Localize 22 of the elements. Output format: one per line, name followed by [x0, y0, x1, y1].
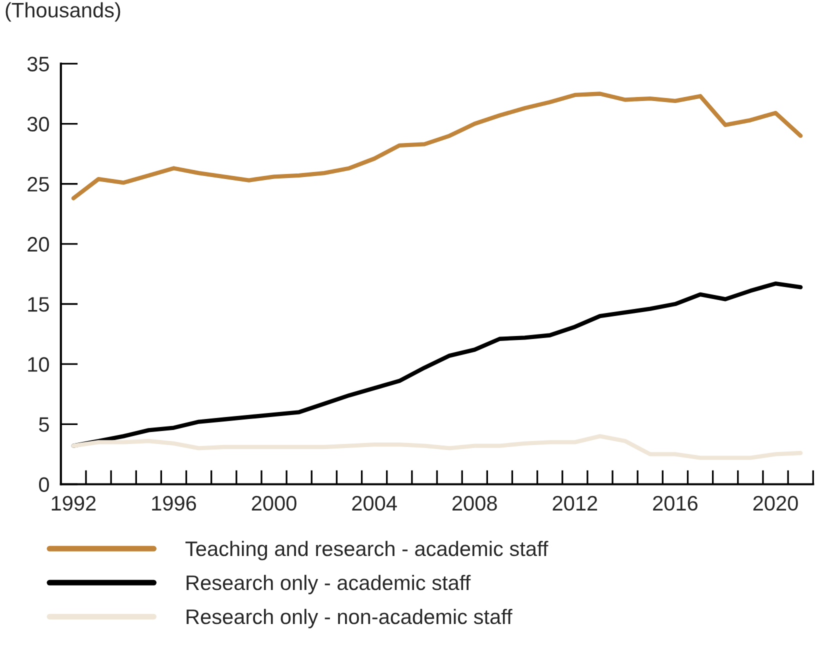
x-tick-label: 2000	[252, 496, 296, 511]
x-tick-label: 2008	[452, 496, 497, 511]
line-series	[71, 92, 803, 200]
x-tick-label: 2004	[352, 496, 397, 511]
x-tick-label: 2020	[753, 496, 798, 511]
y-tick-label: 5	[39, 417, 49, 432]
y-tick-label: 0	[39, 477, 49, 492]
legend-label: Teaching and research - academic staff	[185, 540, 548, 560]
y-tick-label: 25	[28, 176, 49, 192]
legend-label: Research only - non-academic staff	[186, 608, 512, 628]
x-tick-label: 2016	[653, 496, 698, 511]
y-tick-label: 10	[28, 357, 49, 372]
y-tick-label: 35	[27, 56, 49, 72]
legend-label: Research only - academic staff	[186, 574, 471, 594]
y-tick-label: 30	[27, 116, 49, 132]
line-series	[71, 434, 803, 460]
x-tick-label: 1996	[152, 496, 196, 511]
x-tick-label: 2012	[552, 496, 598, 511]
y-tick-label: 15	[28, 297, 49, 312]
x-tick-label: 1992	[52, 496, 96, 511]
y-axis-title: (Thousands)	[6, 2, 120, 22]
y-tick-label: 20	[28, 236, 49, 252]
